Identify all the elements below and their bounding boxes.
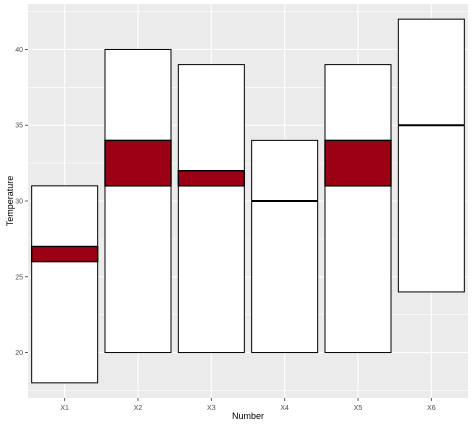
y-tick-label: 25 [15, 274, 23, 281]
range-bar [177, 64, 245, 354]
range-bar [31, 185, 99, 384]
y-tick-label: 40 [15, 47, 23, 54]
minor-grid [28, 11, 468, 391]
range-bar [104, 48, 172, 354]
x-tick-label: X4 [280, 405, 289, 412]
band-box [30, 245, 99, 263]
band-box [177, 169, 246, 187]
range-bar [324, 64, 392, 354]
bar-group-x3 [177, 64, 246, 354]
x-axis: X1 X2 X3 X4 X5 X6 [60, 398, 436, 412]
bar-group-x1 [30, 185, 99, 384]
band-box [104, 139, 172, 187]
bars-layer [30, 18, 465, 384]
y-tick-label: 35 [15, 123, 23, 130]
y-axis: 20 25 30 35 40 [15, 47, 28, 357]
bar-group-x4 [251, 139, 319, 354]
bar-group-x2 [104, 48, 172, 354]
y-tick-label: 20 [15, 350, 23, 357]
x-tick-label: X6 [427, 405, 436, 412]
y-tick-label: 30 [15, 199, 23, 206]
range-bar [397, 18, 465, 293]
bar-group-x6 [397, 18, 465, 293]
x-tick-label: X3 [207, 405, 216, 412]
y-axis-title: Temperature [5, 176, 15, 227]
x-tick-label: X1 [60, 405, 69, 412]
x-axis-title: Number [232, 411, 264, 421]
band-box [324, 139, 392, 187]
x-tick-label: X5 [354, 405, 363, 412]
range-bar [251, 139, 319, 354]
bar-group-x5 [324, 64, 392, 354]
x-tick-label: X2 [134, 405, 143, 412]
